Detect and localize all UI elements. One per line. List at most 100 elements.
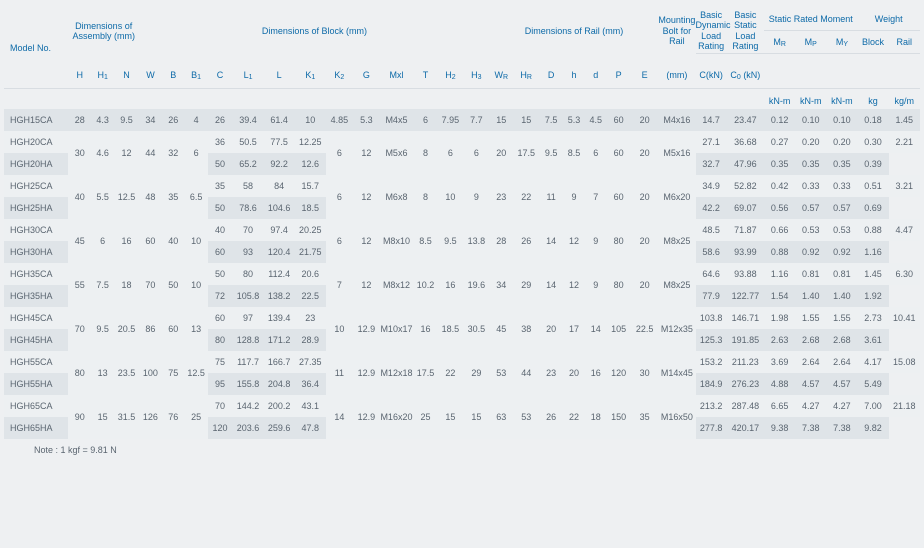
cell: 10: [185, 263, 208, 307]
unit-15: [438, 88, 463, 109]
cell: 30: [68, 131, 91, 175]
model-cell: HGH55HA: [4, 373, 68, 395]
cell: 0.53: [826, 219, 857, 241]
cell: 13: [91, 351, 114, 395]
cell: 0.20: [795, 131, 826, 153]
footnote: Note : 1 kgf = 9.81 N: [4, 439, 920, 455]
cell: 1.98: [764, 307, 795, 329]
cell: 171.2: [264, 329, 295, 351]
cell: 120.4: [264, 241, 295, 263]
model-cell: HGH15CA: [4, 109, 68, 131]
cell: 50: [208, 263, 233, 285]
col-26: C0 (kN): [727, 54, 764, 88]
cell: 17.5: [513, 131, 540, 175]
cell: 20: [631, 263, 658, 307]
col-12: G: [353, 54, 380, 88]
cell: 12.5: [114, 175, 139, 219]
cell: 4.88: [764, 373, 795, 395]
cell: 0.88: [857, 219, 888, 241]
cell: 2.63: [764, 329, 795, 351]
cell: M10x17: [380, 307, 413, 351]
cell: 80: [232, 263, 263, 285]
col-24: (mm): [658, 54, 695, 88]
cell: 9.5: [91, 307, 114, 351]
cell: 3.21: [889, 175, 920, 197]
cell: 4.17: [857, 351, 888, 373]
cell: 20.5: [114, 307, 139, 351]
cell: 12: [353, 219, 380, 263]
cell: 105: [606, 307, 631, 351]
cell: 80: [606, 263, 631, 307]
cell: 44: [139, 131, 162, 175]
cell: 17.5: [413, 351, 438, 395]
cell: 16: [114, 219, 139, 263]
unit-8: [232, 88, 263, 109]
cell: M8x25: [658, 263, 695, 307]
cell: 0.92: [795, 241, 826, 263]
cell: 0.69: [857, 197, 888, 219]
model-cell: HGH65HA: [4, 417, 68, 439]
table-row: HGH15CA284.39.5342642639.461.4104.855.3M…: [4, 109, 920, 131]
col-3: N: [114, 54, 139, 88]
cell: 35: [208, 175, 233, 197]
cell: 50: [208, 153, 233, 175]
cell: 50: [162, 263, 185, 307]
cell: 35: [631, 395, 658, 439]
cell: 8: [413, 175, 438, 219]
cell: 6: [438, 131, 463, 175]
cell: 11: [540, 175, 563, 219]
cell: 26: [208, 109, 233, 131]
model-cell: HGH35HA: [4, 285, 68, 307]
table-row: HGH65CA901531.5126762570144.2200.243.114…: [4, 395, 920, 417]
cell: 27.35: [295, 351, 326, 373]
cell: 128.8: [232, 329, 263, 351]
cell: 155.8: [232, 373, 263, 395]
spec-table: Model No. Dimensions of Assembly (mm) Di…: [4, 8, 920, 439]
unit-28: kN-m: [795, 88, 826, 109]
cell: 31.5: [114, 395, 139, 439]
cell: 60: [139, 219, 162, 263]
cell: M4x5: [380, 109, 413, 131]
cell: 22: [438, 351, 463, 395]
cell: 35: [162, 175, 185, 219]
hdr-dyn: Basic Dynamic Load Rating: [696, 8, 727, 54]
hdr-moment: Static Rated Moment: [764, 8, 857, 31]
cell: 9: [585, 263, 606, 307]
col-5: B: [162, 54, 185, 88]
cell: 15: [463, 395, 490, 439]
cell: 2.64: [795, 351, 826, 373]
table-row: HGH20CA304.612443263650.577.512.25612M5x…: [4, 131, 920, 153]
cell: 80: [606, 219, 631, 263]
unit-14: [413, 88, 438, 109]
cell: 1.45: [889, 109, 920, 131]
hdr-bolt: Mounting Bolt for Rail: [658, 8, 695, 54]
unit-6: [185, 88, 208, 109]
hdr-model: Model No.: [4, 8, 68, 88]
cell: 10: [326, 307, 353, 351]
cell: 7.5: [540, 109, 563, 131]
cell: 50: [208, 197, 233, 219]
cell: 25: [185, 395, 208, 439]
cell: 15.7: [295, 175, 326, 197]
cell: 277.8: [696, 417, 727, 439]
cell: 9.82: [857, 417, 888, 439]
cell: 2.68: [826, 329, 857, 351]
cell: 38: [513, 307, 540, 351]
cell: 76: [162, 395, 185, 439]
hdr-sub-2: MY: [826, 31, 857, 54]
col-14: T: [413, 54, 438, 88]
cell: 15: [513, 109, 540, 131]
cell: 420.17: [727, 417, 764, 439]
cell: 7: [326, 263, 353, 307]
cell: 0.81: [795, 263, 826, 285]
cell: 120: [208, 417, 233, 439]
cell: 9.5: [540, 131, 563, 175]
cell: 20: [563, 351, 586, 395]
cell: 11: [326, 351, 353, 395]
cell: 40: [208, 219, 233, 241]
cell: 7.7: [463, 109, 490, 131]
cell: 5.3: [353, 109, 380, 131]
cell: 0.81: [826, 263, 857, 285]
hdr-block: Dimensions of Block (mm): [139, 8, 490, 54]
cell: 1.40: [795, 285, 826, 307]
